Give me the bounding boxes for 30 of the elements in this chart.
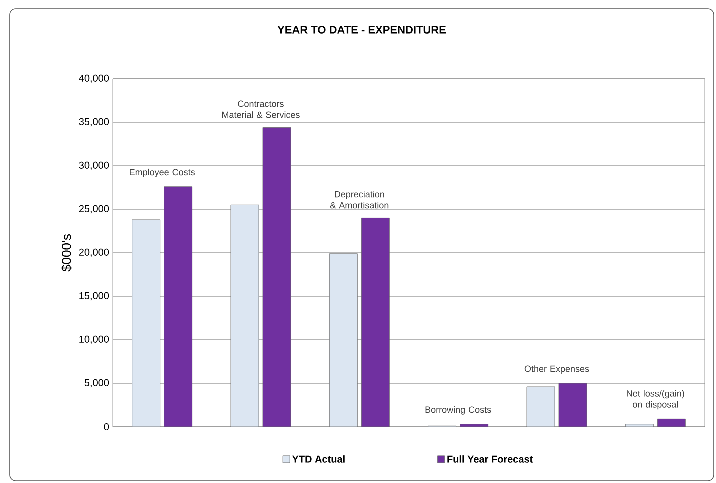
bar [329,254,358,428]
bar [262,128,292,428]
y-tick-label: 30,000 [79,162,110,170]
bar [164,186,193,428]
x-tick-label: Depreciation & Amortisation [330,191,389,209]
y-tick-label: 0 [104,423,110,431]
bar [558,383,588,428]
y-tick-label: 10,000 [80,336,110,344]
bar [526,386,556,428]
legend-label: Full Year Forecast [448,456,534,463]
bar [625,424,654,428]
x-tick-label: Borrowing Costs [426,406,492,415]
y-tick-label: 20,000 [79,248,110,258]
y-tick-label: 5,000 [84,379,110,388]
chart-title: YEAR TO DATE - EXPENDITURE [278,26,446,34]
x-tick-label: Other Expenses [524,366,590,374]
x-tick-label: Net loss/(gain) on disposal [627,390,684,410]
y-tick-label: 15,000 [80,292,110,301]
bar [230,204,260,428]
y-tick-label: 25,000 [79,205,110,214]
legend-label: YTD Actual [292,456,345,463]
y-tick-label: 40,000 [79,74,110,84]
y-tick-label: 35,000 [79,118,110,127]
bar [460,424,489,428]
x-tick-label: Employee Costs [130,168,196,178]
bar [361,218,390,428]
x-tick-label: Contractors Material & Services [222,100,300,118]
bar [657,418,686,428]
bar [132,220,161,428]
y-axis-title: $000's [61,234,72,272]
